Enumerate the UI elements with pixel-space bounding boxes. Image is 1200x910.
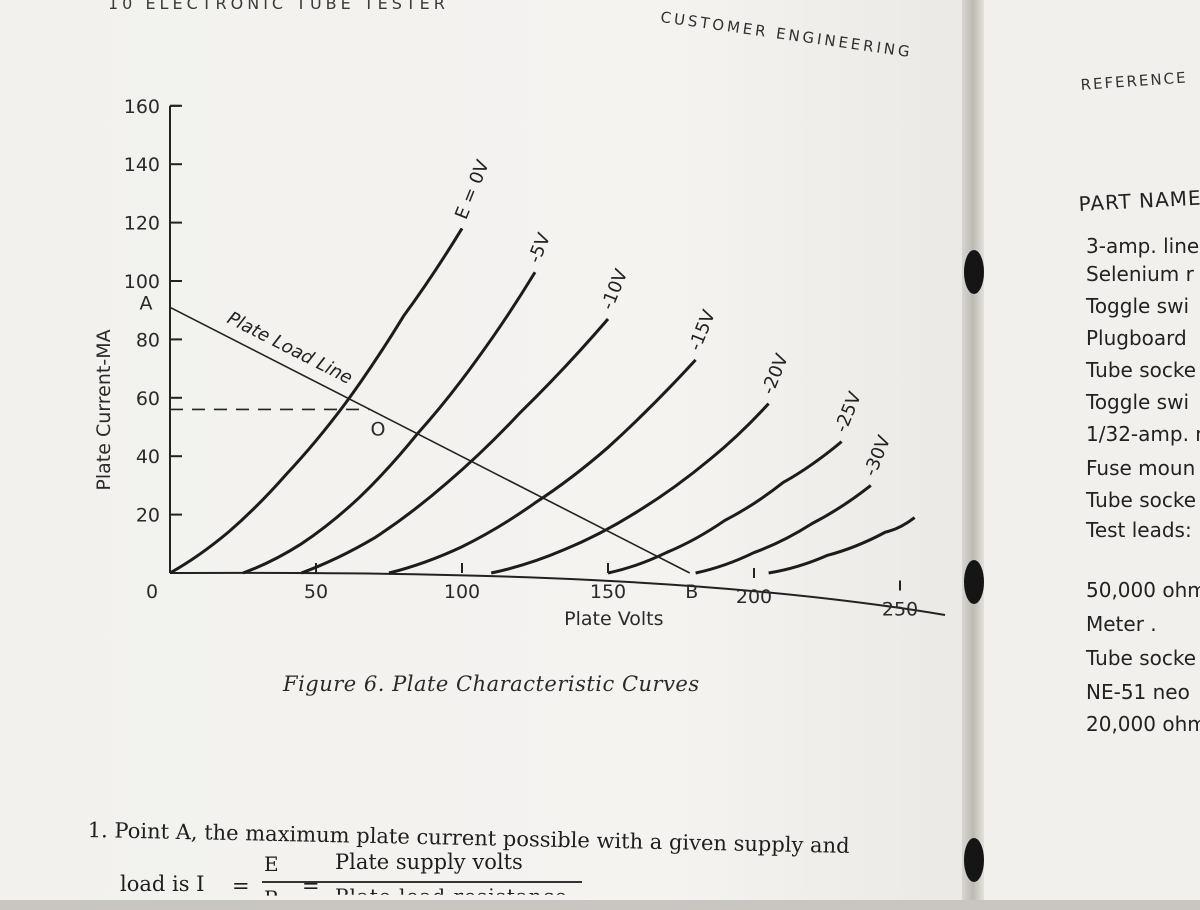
y-tick-label: 80 [136,329,160,351]
characteristic-curve [300,317,610,575]
x-axis-line [169,571,946,616]
curve-label: -5V [524,230,555,267]
chart-labels: Plate Current-MA Plate Volts E = 0V -5V -10V… [93,157,895,630]
curve-label: E = 0V [451,157,494,223]
curve-label: -15V [685,307,720,354]
running-head-left: 10 ELECTRONIC TUBE TESTER [108,0,449,13]
chart-overlay [169,306,691,574]
y-axis-title: Plate Current-MA [93,329,115,490]
formula-numerator-text: Plate supply volts [335,850,523,874]
y-tick-label: 120 [124,213,160,235]
chart-axes: 20 40 60 80 100 120 140 160 0 50 100 150 200 250 [124,96,946,621]
y-tick-label: 100 [124,271,160,293]
part-list-item: Plugboard [1086,326,1187,350]
binder-hole [964,838,984,882]
chart-curves [169,227,916,575]
plate-characteristic-chart: 20 40 60 80 100 120 140 160 0 50 100 150 200 250 Plat… [93,96,946,630]
characteristic-curve [169,227,464,575]
load-line [169,306,691,574]
part-list-item: 50,000 ohm [1086,578,1200,602]
x-tick-label: 250 [882,599,918,621]
y-tick-label: 160 [124,96,160,118]
point-a-label: A [140,292,153,314]
x-axis-title: Plate Volts [564,608,663,630]
characteristic-curve [388,358,697,575]
equals-sign: = [232,874,250,898]
part-list-item: 20,000 ohm [1086,712,1200,736]
part-list-item: Tube socke [1086,488,1197,512]
load-line-label: Plate Load Line [224,308,356,389]
y-tick-label: 60 [136,388,160,410]
x-tick-label: 100 [444,581,480,603]
book-gutter [962,0,984,900]
right-page [984,0,1200,900]
x-tick-label: 50 [304,581,328,603]
part-list-item: Selenium r [1086,262,1194,286]
part-list-item: Tube socke [1086,646,1197,670]
formula-numerator-symbol: E [264,852,279,876]
body-text-line-2: load is I [120,872,205,896]
formula-denominator-symbol: R [264,886,279,896]
curve-label: -10V [597,266,632,313]
characteristic-curve [242,271,537,575]
characteristic-curve [490,402,770,575]
figure-caption: Figure 6. Plate Characteristic Curves [283,672,700,696]
x-tick-label: 0 [146,581,158,603]
characteristic-curve [607,440,843,575]
fraction-bar [262,881,582,883]
part-list-item: Toggle swi [1086,294,1189,318]
part-list-item: Meter . [1086,612,1157,636]
part-list-item: Fuse moun [1086,456,1196,480]
y-tick-label: 20 [136,505,160,527]
curve-label: -30V [860,432,895,479]
x-tick-label: 150 [590,581,626,603]
part-list-item: Tube socke [1086,358,1197,382]
curve-label: -20V [758,350,793,397]
formula-denominator-text: Plate load resistance [335,884,568,895]
x-tick-label: 200 [736,586,772,608]
binder-hole [964,560,984,604]
y-tick-label: 140 [124,154,160,176]
point-b-label: B [685,581,698,603]
characteristic-curve [695,484,872,575]
part-list-item: Test leads: [1086,518,1192,542]
curve-label: -25V [831,388,866,435]
part-list-item: Toggle swi [1086,390,1189,414]
characteristic-curve [768,516,916,575]
y-tick-label: 40 [136,446,160,468]
part-list-item: 3-amp. line [1086,234,1200,258]
operating-point-label: O [371,418,386,440]
part-list-item: 1/32-amp. m [1086,422,1200,446]
part-list-item: NE-51 neo [1086,680,1190,704]
binder-hole [964,250,984,294]
equals-sign: = [302,874,320,898]
